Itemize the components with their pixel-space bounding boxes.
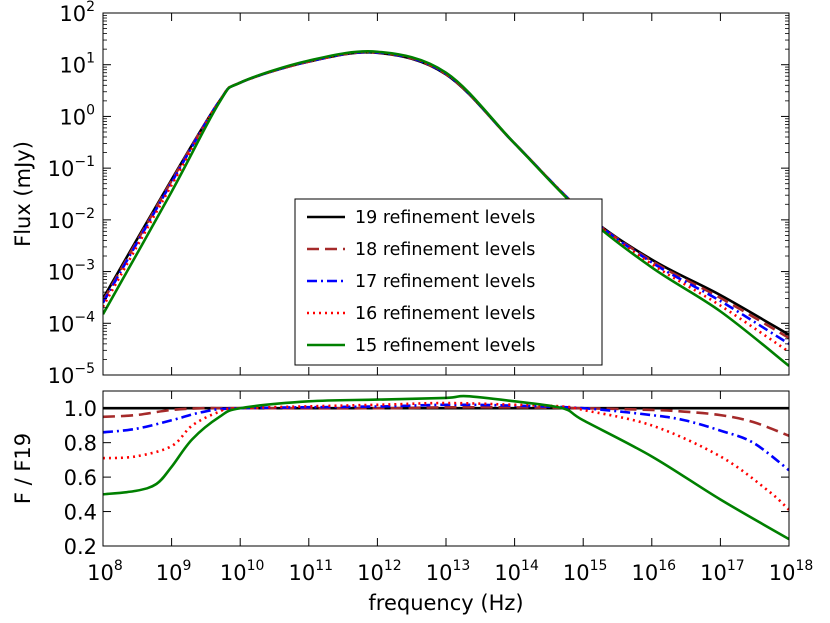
ratio-panel-frame: [102, 390, 790, 547]
flux-series-15: [103, 50, 789, 367]
legend-label: 17 refinement levels: [355, 272, 535, 292]
flux-panel: 10−5 10−4 10−3 10−2 10−1 100 101 102 Flux (mJy)…: [11, 0, 790, 388]
ratio-axis-ticks: 0.2 0.4 0.6 0.8 1.0 108 109 1010 1011 1012 1013 101…: [64, 391, 814, 585]
ratio-y-tick-label: 0.6: [64, 466, 97, 490]
flux-y-axis-ticks: 10−5 10−4 10−3 10−2 10−1 100 101 102: [48, 0, 790, 388]
x-axis-label: frequency (Hz): [368, 591, 523, 615]
flux-y-tick-label: 100: [59, 102, 95, 129]
flux-y-tick-label: 101: [59, 51, 95, 78]
ratio-y-tick-label: 0.8: [64, 432, 97, 456]
x-tick-label: 1012: [357, 558, 402, 585]
legend-label: 18 refinement levels: [355, 240, 535, 260]
flux-panel-frame: [102, 12, 790, 376]
legend-label: 19 refinement levels: [355, 208, 535, 228]
flux-series-lines: [103, 50, 789, 367]
x-tick-label: 1017: [700, 558, 745, 585]
legend-box: [294, 198, 603, 366]
flux-y-axis-label: Flux (mJy): [11, 141, 35, 247]
x-tick-label: 1011: [289, 558, 334, 585]
legend-label: 15 refinement levels: [355, 336, 535, 356]
ratio-y-tick-label: 0.2: [64, 535, 97, 559]
x-tick-label: 1016: [632, 558, 677, 585]
flux-y-tick-label: 10−5: [48, 361, 95, 388]
flux-y-tick-label: 10−3: [48, 258, 95, 285]
x-tick-label: 1010: [220, 558, 265, 585]
flux-series-17: [103, 50, 789, 345]
x-tick-label: 1013: [426, 558, 471, 585]
x-tick-label: 109: [156, 558, 192, 585]
flux-y-tick-label: 10−1: [48, 154, 95, 181]
ratio-y-axis-label: F / F19: [11, 433, 35, 504]
flux-y-tick-label: 10−2: [48, 206, 95, 233]
ratio-y-tick-label: 0.4: [64, 501, 97, 525]
ratio-series-15: [103, 394, 789, 541]
ratio-y-tick-label: 1.0: [64, 397, 97, 421]
flux-y-tick-label: 10−4: [48, 309, 95, 336]
legend: 19 refinement levels 18 refinement levels…: [294, 198, 603, 366]
ratio-series-18: [103, 405, 789, 437]
ratio-series-17: [103, 403, 789, 472]
flux-y-tick-label: 102: [59, 0, 95, 26]
legend-label: 16 refinement levels: [355, 304, 535, 324]
x-tick-label: 1014: [494, 558, 539, 585]
ratio-series-16: [103, 401, 789, 511]
ratio-series-lines: [103, 394, 789, 541]
x-tick-label: 1015: [563, 558, 608, 585]
x-tick-label: 1018: [769, 558, 814, 585]
x-tick-label: 108: [87, 558, 123, 585]
ratio-panel: 0.2 0.4 0.6 0.8 1.0 108 109 1010 1011 1012 1013 101…: [11, 390, 814, 615]
